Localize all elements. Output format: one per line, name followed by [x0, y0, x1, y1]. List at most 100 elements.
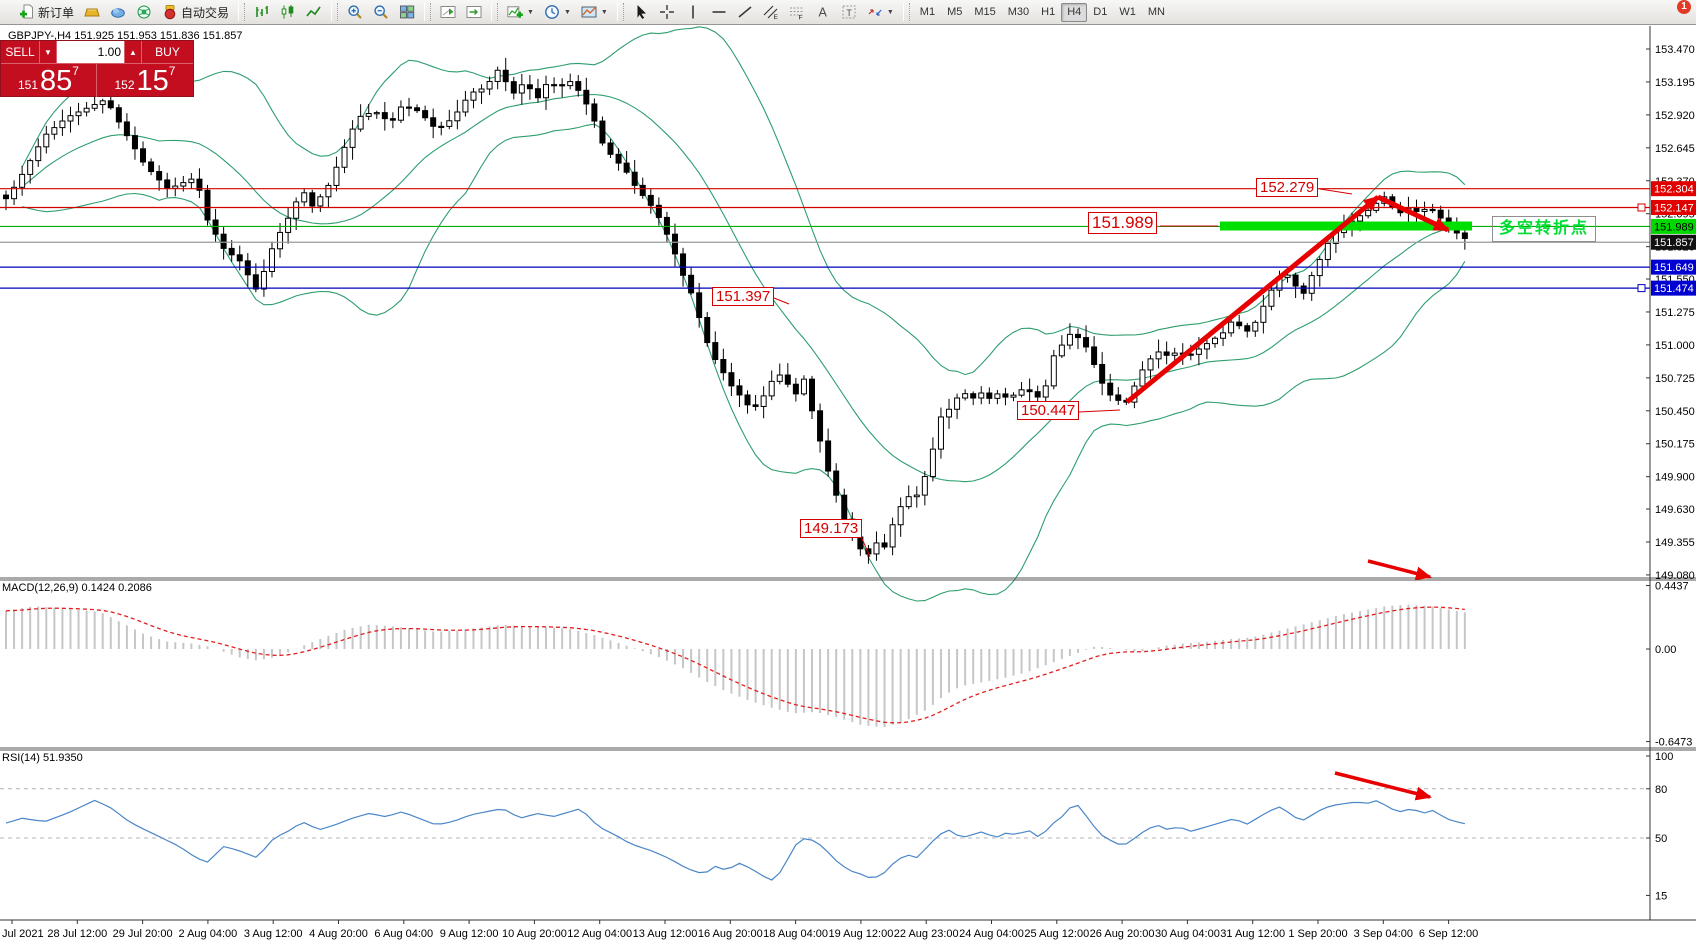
fibonacci-button[interactable]: F: [784, 1, 810, 23]
indicators-button[interactable]: ▼: [502, 1, 539, 23]
volume-dropdown-button[interactable]: ▼: [40, 41, 57, 63]
date-label: 13 Aug 12:00: [633, 928, 698, 940]
date-label: 30 Aug 04:00: [1155, 928, 1220, 940]
hline-handle[interactable]: [1637, 284, 1646, 293]
ask-price[interactable]: 152 15 7: [97, 64, 193, 97]
candle-body: [1163, 351, 1170, 356]
tile-windows-button[interactable]: [394, 1, 420, 23]
bollinger-band-line: [21, 26, 1466, 376]
bid-pips: 85: [40, 65, 73, 97]
doc-plus-icon: [19, 4, 35, 20]
bar-chart-button[interactable]: [249, 1, 275, 23]
turning-point-note[interactable]: 多空转折点: [1492, 216, 1596, 242]
candlestick-chart-button[interactable]: [275, 1, 301, 23]
hline-handle[interactable]: [1637, 203, 1646, 212]
channel-button[interactable]: E: [758, 1, 784, 23]
trend-arrow[interactable]: [1367, 559, 1432, 581]
templates-button[interactable]: ▼: [576, 1, 613, 23]
volume-input[interactable]: [57, 41, 124, 63]
profiles-icon[interactable]: [79, 1, 105, 23]
auto-scroll-button[interactable]: [461, 1, 487, 23]
timeframe-m30-button[interactable]: M30: [1007, 5, 1030, 18]
price-badge-label: 151.989: [1654, 221, 1694, 233]
label-button[interactable]: T: [836, 1, 862, 23]
zoom-out-icon: [373, 4, 389, 20]
new-order-button[interactable]: 新订单: [14, 1, 79, 23]
price-tick-label: 150.175: [1655, 439, 1695, 451]
chevron-down-icon[interactable]: ▼: [600, 8, 608, 16]
price-tick-label: 153.470: [1655, 44, 1695, 56]
date-label: Jul 2021: [2, 928, 44, 940]
rsi-tick-label: 100: [1655, 751, 1673, 763]
template-icon: [581, 4, 597, 20]
cursor-icon: [633, 4, 649, 20]
line-chart-button[interactable]: [301, 1, 327, 23]
trendline-button[interactable]: [732, 1, 758, 23]
trend-arrow[interactable]: [1376, 194, 1450, 233]
toolbar-grip: [902, 3, 910, 21]
signals-icon[interactable]: [131, 1, 157, 23]
symbol-ohlc-line: GBPJPY-,H4 151.925 151.953 151.836 151.8…: [8, 30, 243, 42]
text-button[interactable]: A: [810, 1, 836, 23]
timeframe-h1-button[interactable]: H1: [1041, 5, 1056, 18]
candle-body: [1091, 346, 1098, 365]
date-label: 18 Aug 04:00: [763, 928, 828, 940]
candle-body: [381, 112, 388, 120]
timeframe-mn-button[interactable]: MN: [1147, 5, 1165, 18]
candle-body: [1461, 232, 1468, 239]
date-label: 3 Sep 04:00: [1354, 928, 1413, 940]
rsi-tick-label: 80: [1655, 784, 1667, 796]
candle-body: [583, 89, 590, 105]
arrows-button[interactable]: ▼: [862, 1, 899, 23]
timeframe-w1-button[interactable]: W1: [1119, 5, 1136, 18]
candle-body: [204, 189, 211, 221]
vertical-line-button[interactable]: [680, 1, 706, 23]
timeframe-m15-button[interactable]: M15: [974, 5, 996, 18]
volume-up-button[interactable]: ▲: [124, 41, 142, 63]
price-annotation-label[interactable]: 152.279: [1256, 178, 1319, 197]
candle-body: [776, 374, 783, 382]
price-annotation-label[interactable]: 151.397: [712, 287, 775, 306]
timeframe-m5-button[interactable]: M5: [947, 5, 963, 18]
candle-body: [921, 476, 928, 496]
candle-body: [897, 506, 904, 526]
market-watch-icon[interactable]: [105, 1, 131, 23]
trend-arrow[interactable]: [1125, 195, 1380, 404]
buy-button[interactable]: BUY: [155, 45, 180, 59]
cursor-button[interactable]: [628, 1, 654, 23]
price-annotation-label[interactable]: 151.989: [1088, 212, 1158, 234]
candle-body: [937, 416, 944, 450]
candle-body: [543, 84, 550, 99]
sell-button[interactable]: SELL: [1, 41, 40, 63]
bid-price[interactable]: 151 85 7: [1, 64, 97, 97]
candle-body: [1050, 355, 1057, 387]
candle-body: [1139, 369, 1146, 387]
chevron-down-icon[interactable]: ▼: [527, 8, 534, 16]
candle-body: [591, 103, 598, 122]
horizontal-line-button[interactable]: [706, 1, 732, 23]
chart-shift-button[interactable]: [435, 1, 461, 23]
price-annotation-label[interactable]: 149.173: [800, 519, 863, 538]
notification-badge[interactable]: 1: [1677, 0, 1691, 14]
periods-button[interactable]: ▼: [539, 1, 576, 23]
chevron-down-icon[interactable]: ▼: [563, 8, 571, 16]
candle-body: [1042, 385, 1049, 398]
candle-body: [1026, 389, 1033, 393]
trend-arrow[interactable]: [1334, 771, 1432, 801]
timeframe-d1-button[interactable]: D1: [1093, 5, 1108, 18]
auto-trading-button[interactable]: 自动交易: [157, 1, 234, 23]
crosshair-icon: [659, 4, 675, 20]
macd-tick-label: 0.4437: [1655, 581, 1689, 593]
zoom-in-button[interactable]: [342, 1, 368, 23]
candle-body: [671, 233, 678, 255]
candle-body: [244, 260, 251, 276]
candle-body: [1365, 209, 1372, 217]
timeframe-m1-button[interactable]: M1: [919, 5, 936, 18]
price-annotation-label[interactable]: 150.447: [1017, 401, 1080, 420]
toolbar-grip: [491, 3, 499, 21]
crosshair-button[interactable]: [654, 1, 680, 23]
candle-body: [784, 374, 791, 385]
timeframe-h4-button[interactable]: H4: [1061, 2, 1088, 22]
zoom-out-button[interactable]: [368, 1, 394, 23]
chevron-down-icon[interactable]: ▼: [886, 8, 894, 16]
